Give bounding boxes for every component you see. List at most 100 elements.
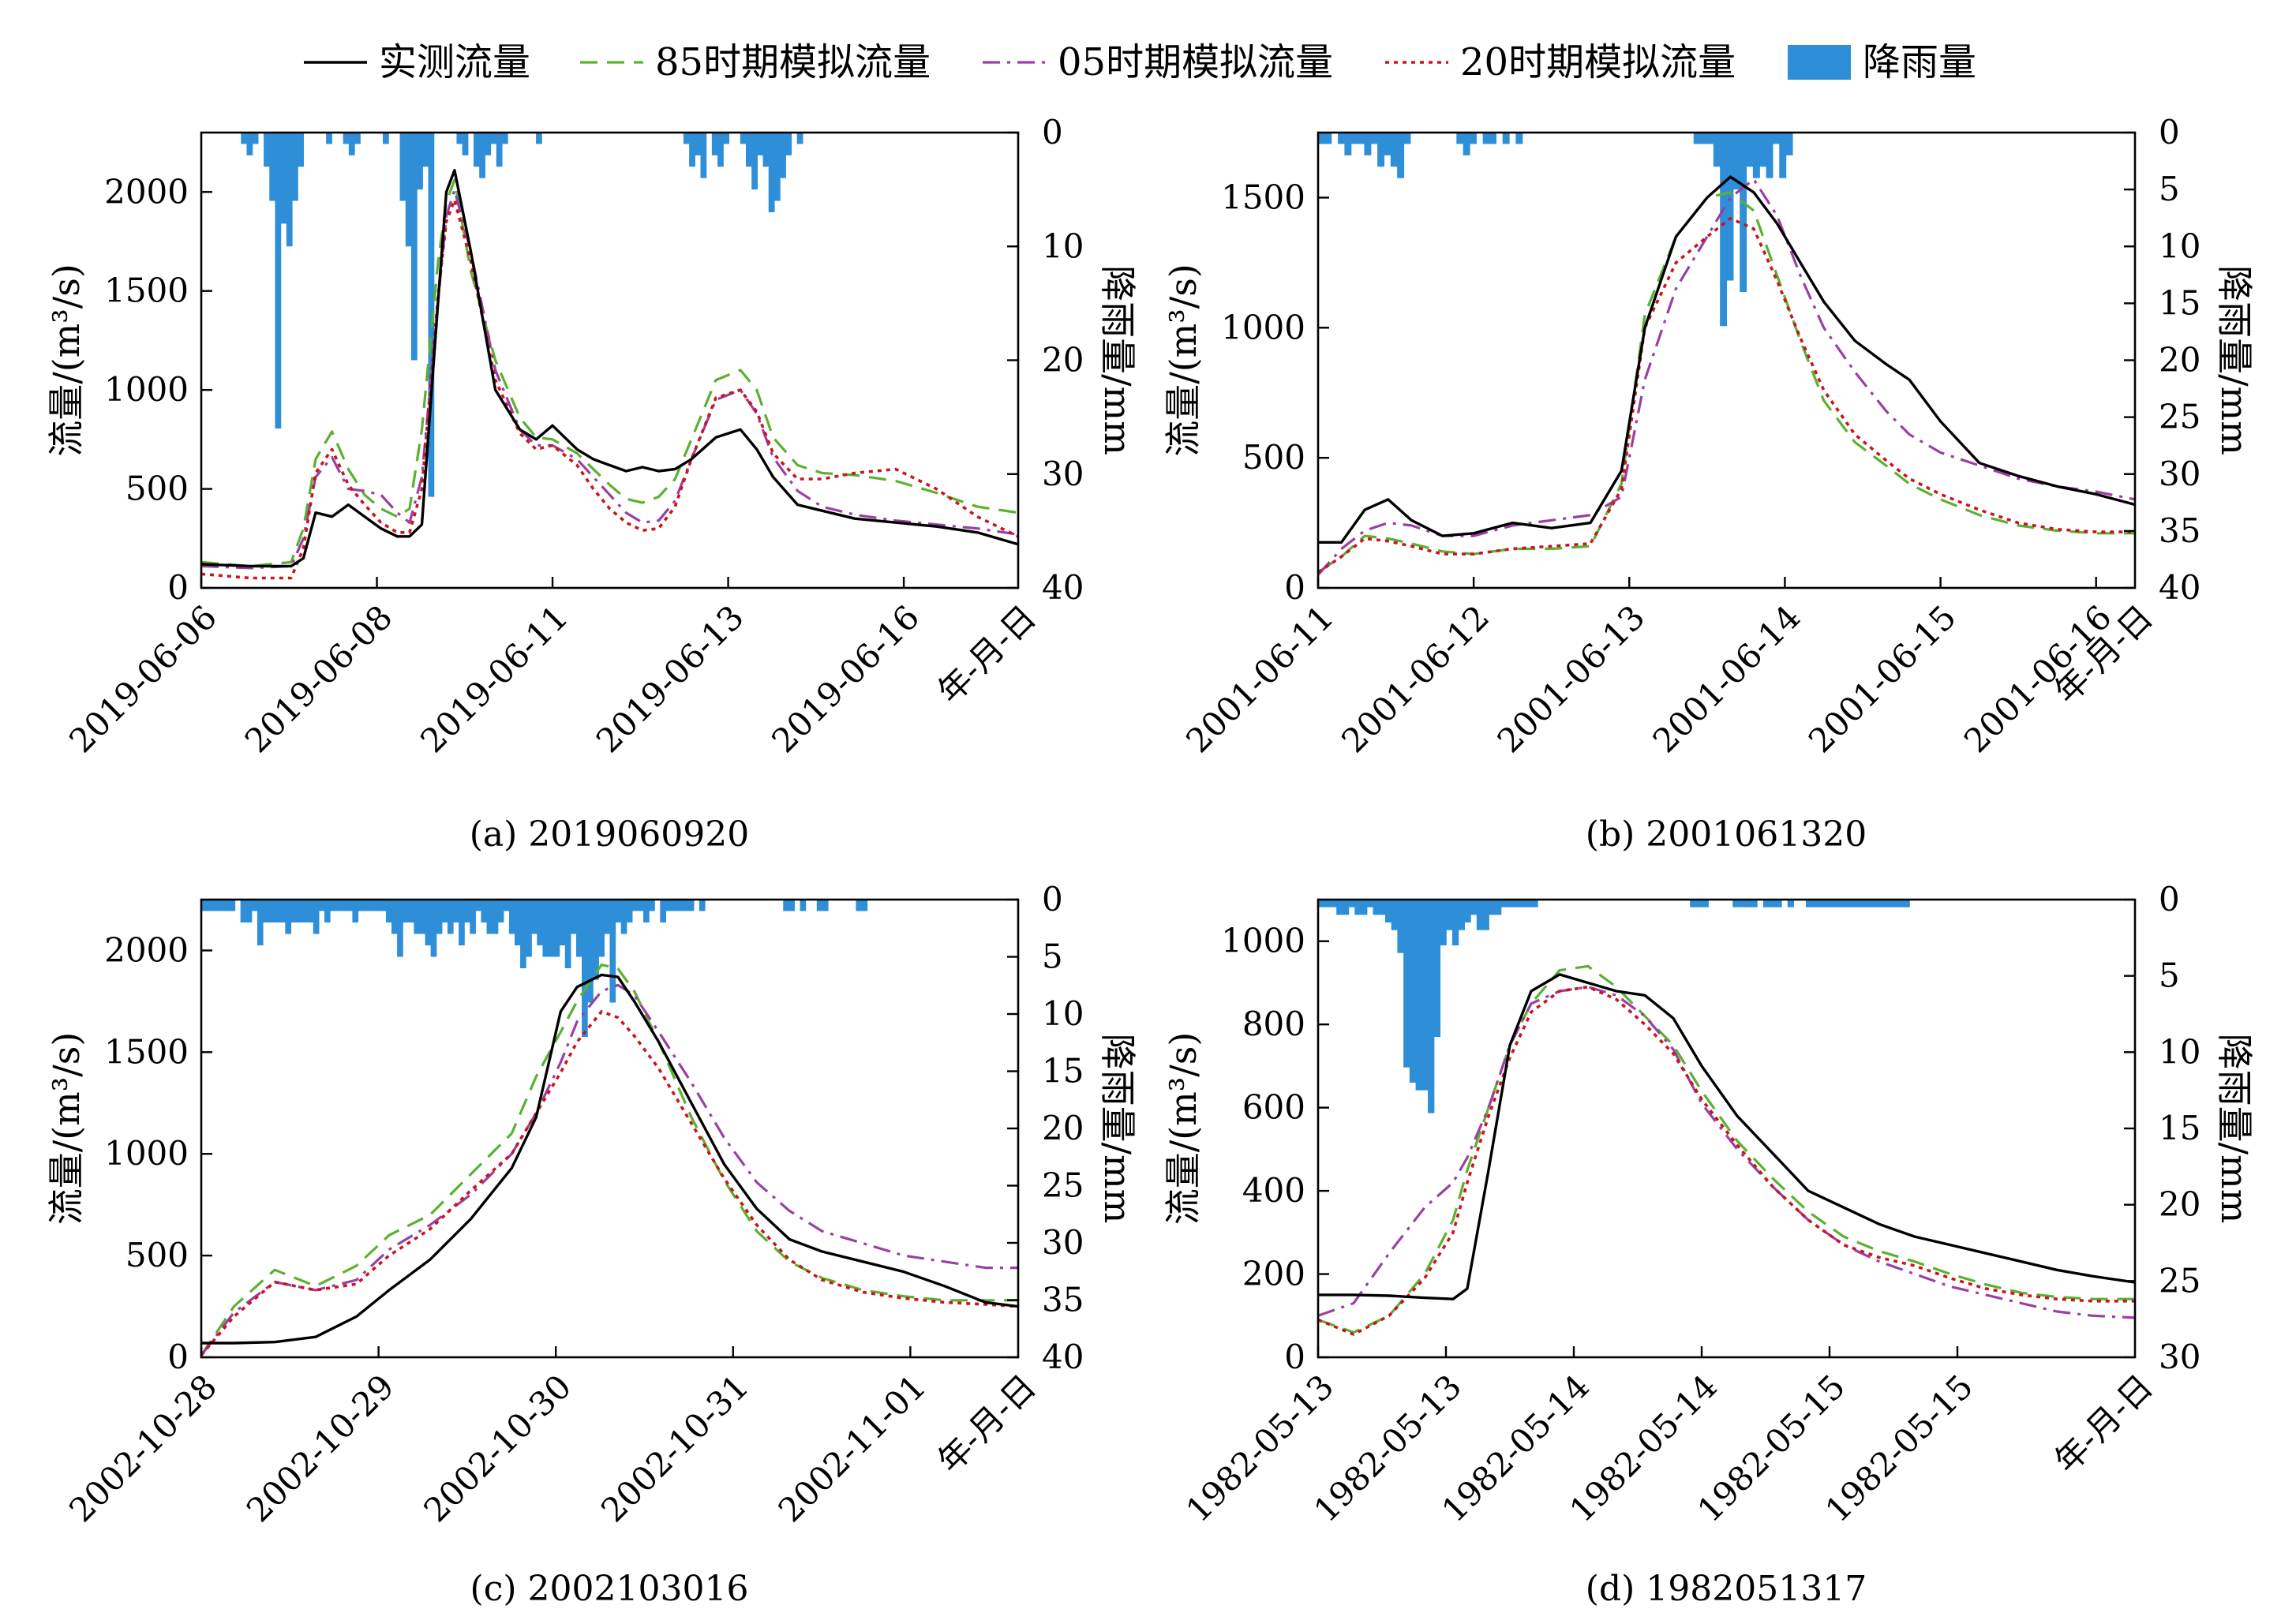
- rain-bar: [1769, 900, 1776, 907]
- legend-label: 实测流量: [379, 40, 530, 84]
- rain-bar: [1706, 133, 1714, 144]
- rain-bar: [1379, 900, 1386, 915]
- rain-bar: [1867, 900, 1874, 907]
- rain-bar: [348, 133, 355, 155]
- rain-bar: [1775, 900, 1782, 907]
- rain-bar: [800, 900, 807, 911]
- y2-tick-label: 20: [2159, 341, 2200, 380]
- rain-bar: [481, 900, 488, 922]
- rain-bar: [1513, 900, 1520, 907]
- rain-bar: [1502, 133, 1510, 144]
- series-line-m20: [201, 1010, 1018, 1356]
- flow-lines: [201, 963, 1018, 1356]
- rain-bar: [1318, 133, 1325, 144]
- rain-bar: [343, 133, 350, 144]
- rain-bar: [520, 900, 526, 968]
- x-tick-label: 2019-06-06: [62, 597, 224, 760]
- rain-bars: [201, 900, 868, 1037]
- rain-bar: [631, 900, 639, 911]
- rain-bar: [570, 900, 577, 934]
- rain-bar: [335, 900, 342, 911]
- rain-bar: [626, 900, 633, 922]
- y2-tick-label: 5: [2159, 170, 2180, 208]
- rain-bar: [536, 133, 542, 144]
- y2-tick-label: 25: [2159, 1261, 2200, 1300]
- y2-tick-label: 30: [1042, 455, 1084, 493]
- y-tick-label: 400: [1242, 1171, 1305, 1210]
- rain-bar: [1746, 133, 1754, 167]
- series-line-obs: [1318, 973, 2135, 1300]
- rain-bar: [1824, 900, 1831, 907]
- y-tick-label: 1000: [1221, 308, 1305, 346]
- rain-bar: [508, 900, 515, 934]
- rain-bar: [264, 133, 270, 167]
- rain-bar: [486, 900, 493, 934]
- rain-bar: [788, 900, 796, 911]
- rain-bar: [1489, 133, 1496, 144]
- rain-bar: [861, 900, 868, 911]
- rain-bar: [1726, 133, 1734, 281]
- rain-bar: [780, 133, 786, 178]
- rain-bar: [575, 900, 582, 957]
- x-axis-label: 年-月-日: [2047, 1367, 2160, 1480]
- rain-bar: [542, 900, 549, 957]
- rain-bar: [1440, 900, 1447, 945]
- rain-bar: [285, 900, 292, 934]
- rain-bar: [1732, 133, 1740, 190]
- y2-tick-label: 15: [2159, 1109, 2200, 1147]
- series-line-obs: [1318, 175, 2135, 544]
- rain-bar: [383, 133, 389, 144]
- rain-bar: [1772, 133, 1780, 144]
- rain-bar: [326, 133, 332, 144]
- rain-bar: [711, 133, 718, 155]
- rain-bar: [620, 900, 627, 934]
- y-tick-label: 0: [1284, 1338, 1305, 1376]
- flow-lines: [1318, 964, 2135, 1336]
- rain-bar: [1470, 900, 1478, 915]
- rain-bar: [414, 900, 421, 934]
- rain-bar: [324, 900, 331, 922]
- rain-bar: [218, 900, 224, 911]
- rain-bar: [1324, 900, 1332, 907]
- rain-bar: [1421, 900, 1429, 1091]
- flow-lines: [201, 169, 1018, 580]
- rain-bar: [223, 900, 230, 911]
- rain-bar: [1458, 900, 1465, 930]
- rain-bars: [1318, 133, 1793, 327]
- rain-bar: [501, 133, 508, 144]
- x-axis-label: 年-月-日: [930, 597, 1043, 711]
- rain-bar: [1464, 900, 1471, 922]
- rain-bar: [296, 900, 303, 922]
- rain-bar: [723, 133, 730, 144]
- legend-entry-1: 85时期模拟流量: [580, 40, 931, 84]
- y-tick-label: 0: [167, 1338, 189, 1376]
- rain-bar: [1872, 900, 1880, 907]
- rain-bar: [1489, 900, 1496, 915]
- rain-bar: [1693, 133, 1701, 144]
- y2-tick-label: 40: [2159, 568, 2200, 607]
- rain-bar: [762, 133, 770, 167]
- y2-tick-label: 0: [2159, 880, 2180, 919]
- y2-tick-label: 10: [1042, 994, 1084, 1033]
- x-tick-label: 2019-06-13: [589, 597, 751, 760]
- rain-bar: [497, 900, 504, 922]
- y-axis-label: 流量/(m³/s): [1162, 264, 1204, 457]
- series-line-obs: [201, 973, 1018, 1345]
- rain-bar: [391, 900, 398, 934]
- rain-bar: [676, 900, 684, 911]
- y2-tick-label: 35: [1042, 1281, 1084, 1319]
- rain-bar: [298, 133, 304, 167]
- x-tick-label: 2002-10-30: [416, 1367, 579, 1529]
- series-line-obs: [201, 169, 1018, 568]
- rain-bar: [269, 133, 276, 201]
- rain-bar: [1361, 900, 1368, 915]
- rain-bars: [241, 133, 803, 497]
- x-tick-label: 2001-06-11: [1178, 597, 1341, 760]
- rain-bar: [553, 900, 560, 957]
- rain-bar: [1403, 133, 1411, 144]
- y2-tick-label: 20: [1042, 341, 1084, 380]
- y-tick-label: 800: [1242, 1005, 1305, 1043]
- rain-bar: [1744, 900, 1751, 907]
- rain-bar: [609, 900, 616, 1003]
